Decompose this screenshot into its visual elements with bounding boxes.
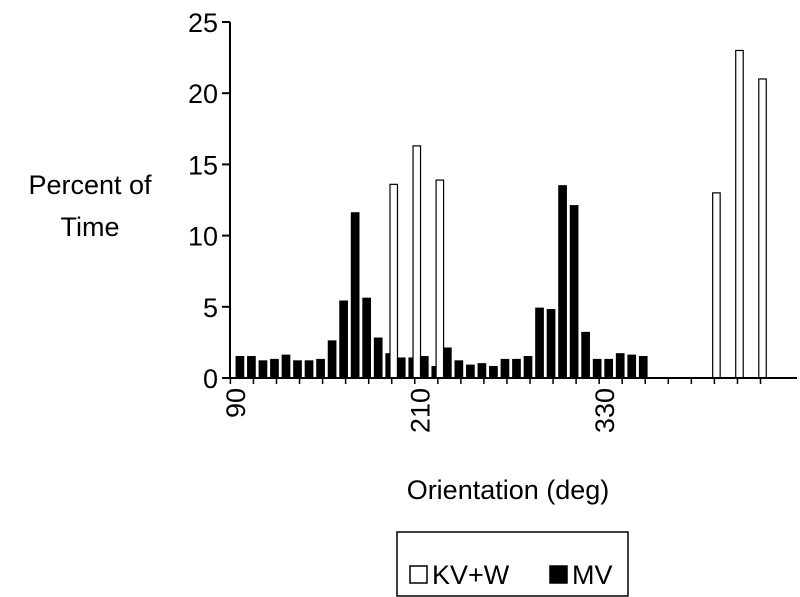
y-axis-title-line2: Time: [61, 212, 120, 242]
bar-kvw: [758, 78, 767, 379]
bar-mv: [604, 358, 614, 379]
legend-swatch-mv: [549, 565, 568, 584]
bar-mv: [466, 364, 475, 379]
bar-mv: [500, 358, 510, 379]
bar-mv: [293, 360, 302, 379]
x-tick-label: 330: [590, 388, 620, 433]
x-ticks: 90 210 330: [221, 378, 762, 433]
bar-mv: [477, 363, 487, 379]
bar-mv: [535, 307, 544, 379]
bar-mv: [615, 353, 625, 379]
bar-mv: [592, 358, 602, 379]
bar-mv: [362, 297, 372, 379]
y-ticks: 0 5 10 15 20 25: [188, 8, 230, 394]
bar-mv: [339, 300, 348, 379]
y-tick-label: 10: [188, 222, 218, 252]
bar-kvw: [389, 183, 399, 379]
bar-kvw: [435, 179, 445, 379]
y-axis-title-line1: Percent of: [28, 170, 152, 200]
bar-mv: [373, 337, 383, 379]
bar-kvw: [735, 49, 744, 379]
bar-mv: [304, 360, 314, 379]
bar-mv: [270, 358, 279, 379]
bars: [235, 49, 767, 379]
legend-frame: [396, 531, 629, 597]
legend: KV+W MV: [396, 531, 629, 597]
bar-mv: [454, 360, 464, 379]
bar-mv: [512, 358, 521, 379]
bar-mv: [523, 356, 533, 379]
bar-mv: [316, 358, 325, 379]
x-tick-label: 90: [221, 388, 251, 418]
bar-mv: [396, 357, 406, 379]
y-tick-label: 25: [188, 8, 218, 38]
bar-mv: [442, 347, 452, 379]
bar-mv: [638, 356, 648, 379]
bar-kvw: [412, 145, 422, 379]
bar-mv: [419, 356, 429, 379]
bar-mv: [235, 356, 245, 379]
bar-mv: [258, 360, 268, 379]
x-tick-label: 210: [406, 388, 436, 433]
y-tick-label: 0: [203, 364, 218, 394]
bar-kvw: [712, 192, 721, 379]
bar-mv: [546, 309, 556, 379]
bar-mv: [558, 185, 567, 379]
bar-mv: [489, 366, 498, 379]
bar-mv: [350, 212, 360, 379]
legend-label-mv: MV: [572, 560, 613, 590]
bar-mv: [247, 356, 256, 379]
legend-swatch-kvw: [409, 565, 428, 584]
bar-mv: [627, 354, 637, 379]
x-axis-title: Orientation (deg): [407, 475, 610, 505]
bar-mv: [281, 354, 291, 379]
y-tick-label: 20: [188, 79, 218, 109]
y-tick-label: 15: [188, 150, 218, 180]
y-tick-label: 5: [203, 293, 218, 323]
bar-mv: [569, 205, 579, 379]
legend-label-kvw: KV+W: [432, 560, 510, 590]
bar-mv: [327, 340, 337, 379]
bar-mv: [581, 331, 590, 379]
